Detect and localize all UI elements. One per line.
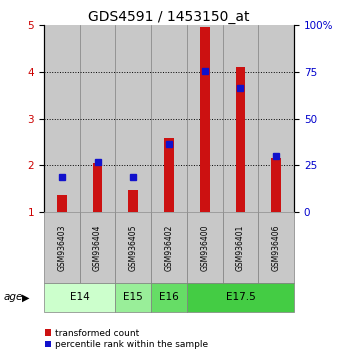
Bar xyxy=(151,25,187,212)
Bar xyxy=(187,25,223,212)
Bar xyxy=(223,25,258,212)
Bar xyxy=(80,212,115,283)
Bar xyxy=(115,25,151,212)
Bar xyxy=(151,212,187,283)
Text: E15: E15 xyxy=(123,292,143,302)
Bar xyxy=(115,283,151,312)
Bar xyxy=(258,25,294,212)
Text: E16: E16 xyxy=(159,292,179,302)
Bar xyxy=(128,190,138,212)
Text: age: age xyxy=(3,292,23,302)
Bar xyxy=(271,159,281,212)
Bar xyxy=(258,212,294,283)
Bar xyxy=(187,212,223,283)
Text: ▶: ▶ xyxy=(22,292,29,302)
Text: E17.5: E17.5 xyxy=(225,292,255,302)
Bar xyxy=(115,212,151,283)
Bar xyxy=(223,212,258,283)
Bar xyxy=(44,212,80,283)
Title: GDS4591 / 1453150_at: GDS4591 / 1453150_at xyxy=(88,10,250,24)
Text: GSM936400: GSM936400 xyxy=(200,224,209,271)
Bar xyxy=(187,283,294,312)
Legend: transformed count, percentile rank within the sample: transformed count, percentile rank withi… xyxy=(45,329,208,349)
Text: E14: E14 xyxy=(70,292,90,302)
Bar xyxy=(57,195,67,212)
Text: GSM936406: GSM936406 xyxy=(272,224,281,271)
Text: GSM936401: GSM936401 xyxy=(236,224,245,271)
Bar xyxy=(93,163,102,212)
Bar xyxy=(44,25,80,212)
Text: GSM936404: GSM936404 xyxy=(93,224,102,271)
Text: GSM936402: GSM936402 xyxy=(165,224,173,271)
Bar xyxy=(44,283,115,312)
Bar xyxy=(200,27,210,212)
Bar xyxy=(80,25,115,212)
Text: GSM936403: GSM936403 xyxy=(57,224,66,271)
Bar xyxy=(151,283,187,312)
Bar xyxy=(236,67,245,212)
Text: GSM936405: GSM936405 xyxy=(129,224,138,271)
Bar xyxy=(164,138,174,212)
